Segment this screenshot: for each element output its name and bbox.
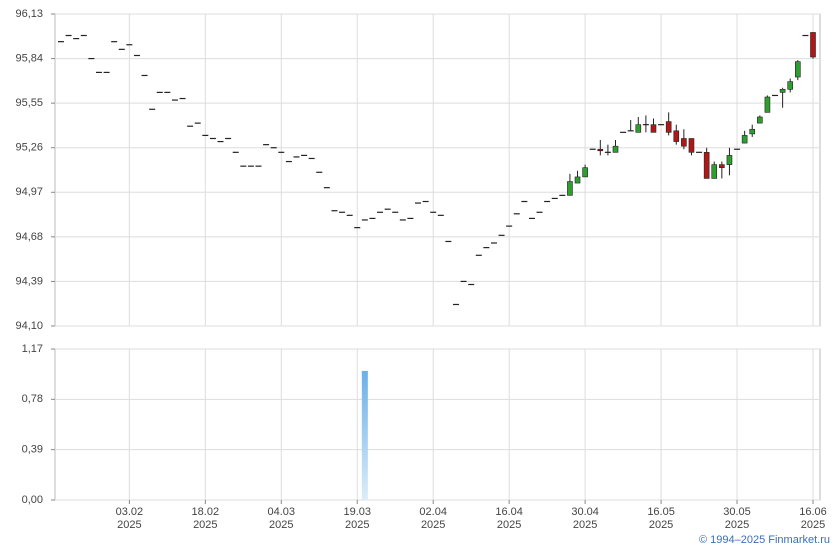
candle-body <box>673 130 680 142</box>
x-tick-label: 30.04 2025 <box>571 506 599 531</box>
x-tick-label: 02.04 2025 <box>419 506 447 531</box>
candle-body <box>711 164 718 179</box>
y-tick-label: 95,84 <box>15 52 43 64</box>
y-tick-label: 95,26 <box>15 142 43 154</box>
candle-body <box>665 121 672 133</box>
candle-body <box>597 148 604 152</box>
y-tick-label: 95,55 <box>15 97 43 109</box>
candle-body <box>749 128 756 135</box>
x-tick-label: 30.05 2025 <box>723 506 751 531</box>
y-tick-label: 94,68 <box>15 231 43 243</box>
candle-body <box>681 138 687 147</box>
x-tick-label: 16.06 2025 <box>799 506 827 531</box>
candle-body <box>574 176 581 184</box>
y-tick-label: 94,97 <box>15 186 43 198</box>
y2-tick-label: 1,17 <box>22 343 43 355</box>
candle-body <box>635 124 642 133</box>
y2-tick-label: 0,00 <box>22 494 43 506</box>
y-tick-label: 94,39 <box>15 275 43 287</box>
candle-body <box>726 155 733 165</box>
candle-body <box>741 135 748 144</box>
y2-tick-label: 0,78 <box>22 393 43 405</box>
candle-body <box>612 145 619 153</box>
candle-body <box>650 124 657 133</box>
y-tick-label: 96,13 <box>15 8 43 20</box>
y2-tick-label: 0,39 <box>22 444 43 456</box>
candle-body <box>567 181 573 196</box>
x-tick-label: 18.02 2025 <box>191 506 220 531</box>
volume-panel <box>54 348 821 501</box>
x-tick-label: 16.05 2025 <box>647 506 675 531</box>
candle-body <box>810 32 816 58</box>
x-tick-label: 19.03 2025 <box>343 506 371 531</box>
candle-body <box>787 81 794 90</box>
candle-body <box>757 116 763 124</box>
candle-body <box>779 89 786 93</box>
candle-body <box>703 152 710 179</box>
candle-body <box>719 164 725 168</box>
candle-body <box>688 138 695 153</box>
x-tick-label: 04.03 2025 <box>267 506 296 531</box>
price-panel <box>54 13 821 327</box>
y-tick-label: 94,10 <box>15 320 43 332</box>
x-tick-label: 03.02 2025 <box>115 506 144 531</box>
candle-body <box>582 167 588 178</box>
copyright[interactable]: © 1994–2025 Finmarket.ru <box>698 534 830 546</box>
volume-bar <box>361 370 368 500</box>
candle-body <box>795 61 801 78</box>
x-tick-label: 16.04 2025 <box>495 506 523 531</box>
candle-body <box>764 96 771 113</box>
